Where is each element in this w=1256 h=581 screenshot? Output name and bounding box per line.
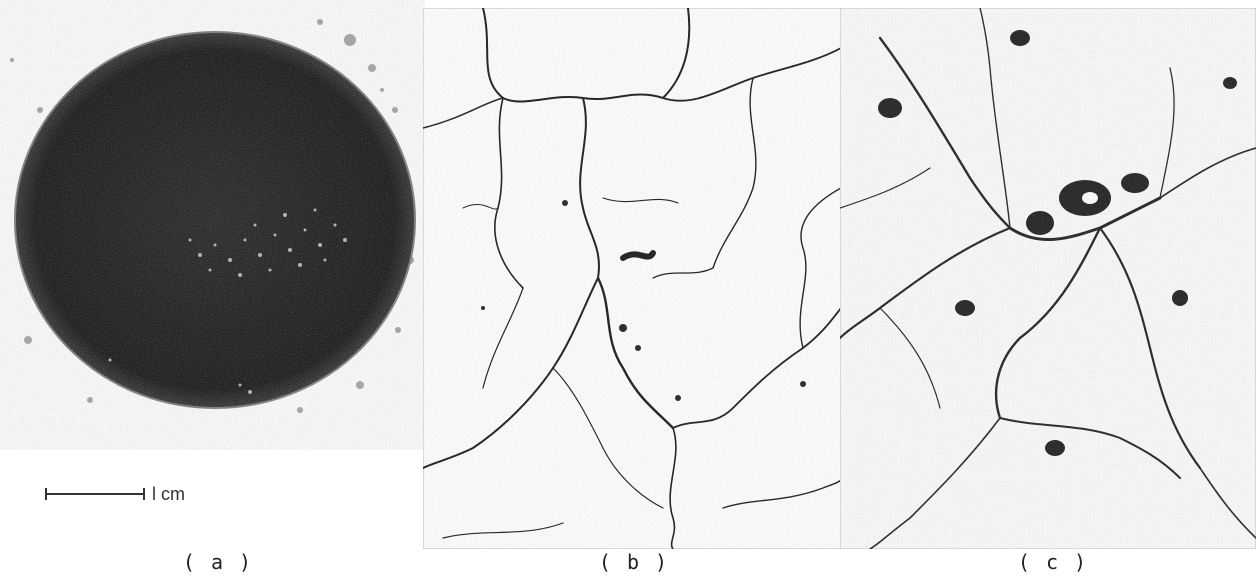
disc-specimen-graphic [0, 0, 425, 450]
scale-bar [44, 484, 148, 504]
panel-c-image [840, 8, 1256, 549]
panel-b-image [423, 8, 841, 549]
crack-network-c-graphic [840, 8, 1256, 549]
panel-b-label: ( b ) [598, 550, 670, 574]
scale-bar-label: l cm [152, 484, 185, 504]
scale-bar-line [45, 488, 145, 500]
panel-a-image [0, 0, 425, 450]
crack-network-b-graphic [423, 8, 841, 549]
panel-c-label: ( c ) [1017, 550, 1089, 574]
panel-a-label: ( a ) [182, 550, 254, 574]
